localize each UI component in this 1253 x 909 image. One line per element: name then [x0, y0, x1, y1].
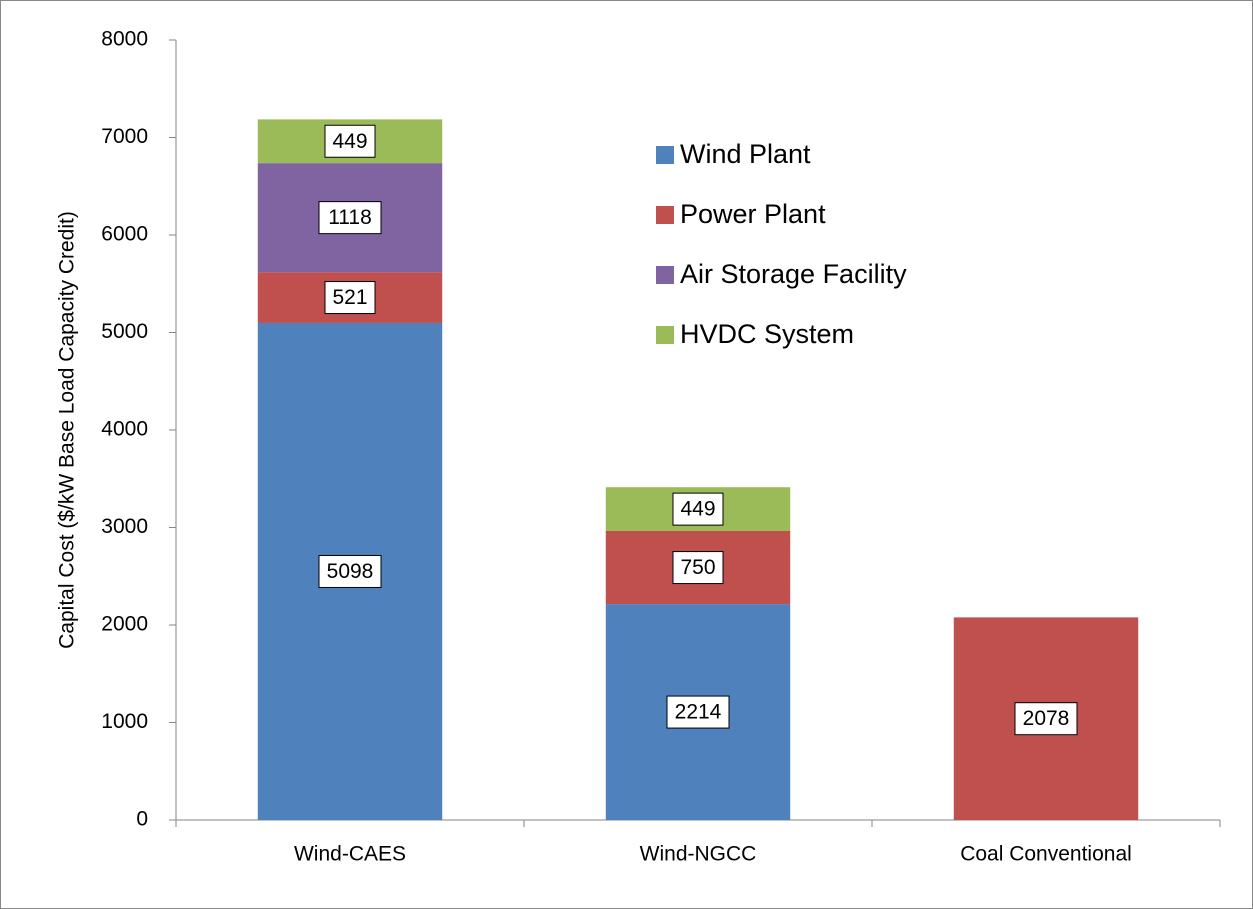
- data-label: 449: [332, 130, 367, 153]
- y-tick-label: 6000: [101, 223, 148, 246]
- y-tick-label: 8000: [101, 28, 148, 51]
- legend-label: HVDC System: [680, 319, 854, 349]
- legend-swatch: [656, 146, 674, 164]
- y-tick-label: 2000: [101, 613, 148, 636]
- data-label-box: [318, 554, 382, 588]
- data-label-box: [318, 201, 382, 235]
- data-label-box: [324, 124, 376, 158]
- data-label: 1118: [328, 206, 372, 229]
- legend-swatch: [656, 206, 674, 224]
- data-label: 449: [680, 498, 715, 521]
- data-label-box: [324, 281, 376, 315]
- x-tick-label: Coal Conventional: [960, 843, 1132, 866]
- data-label-box: [672, 551, 724, 585]
- data-label-box: [1014, 702, 1078, 736]
- y-tick-label: 3000: [101, 515, 148, 538]
- y-tick-label: 0: [136, 808, 148, 831]
- data-label-box: [672, 492, 724, 526]
- data-label: 2078: [1023, 707, 1070, 730]
- y-tick-label: 4000: [101, 418, 148, 441]
- data-label-box: [666, 695, 730, 729]
- data-label: 750: [680, 556, 715, 579]
- legend-swatch: [656, 326, 674, 344]
- y-tick-label: 7000: [101, 125, 148, 148]
- legend-label: Wind Plant: [680, 139, 811, 169]
- x-tick-label: Wind-NGCC: [640, 843, 757, 866]
- legend-label: Air Storage Facility: [680, 259, 907, 289]
- legend-swatch: [656, 266, 674, 284]
- legend-label: Power Plant: [680, 199, 826, 229]
- x-tick-label: Wind-CAES: [294, 843, 406, 866]
- data-label: 2214: [675, 701, 722, 724]
- y-tick-label: 1000: [101, 710, 148, 733]
- data-label: 521: [332, 286, 367, 309]
- data-label: 5098: [327, 560, 374, 583]
- y-tick-label: 5000: [101, 320, 148, 343]
- y-axis-label: Capital Cost ($/kW Base Load Capacity Cr…: [56, 211, 79, 649]
